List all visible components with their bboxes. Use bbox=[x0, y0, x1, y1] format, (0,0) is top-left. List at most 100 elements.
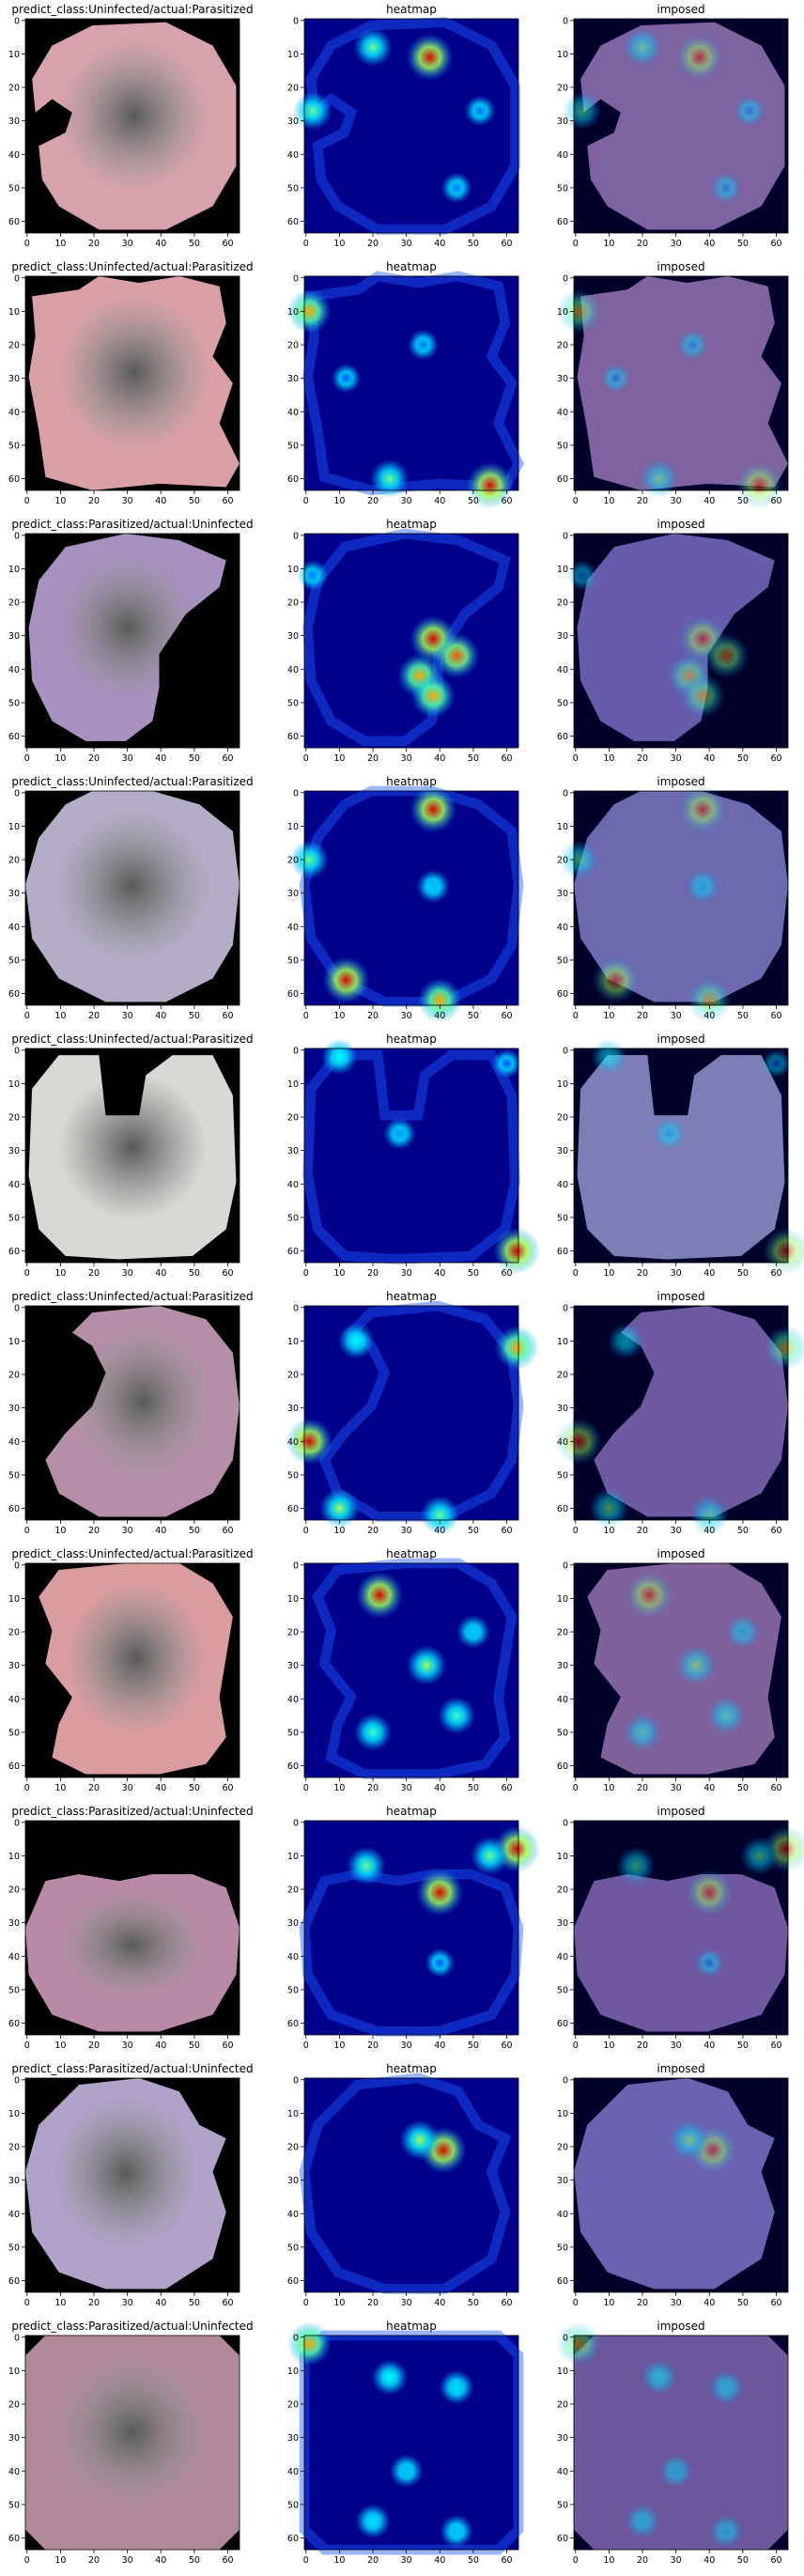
x-tick-label: 40 bbox=[704, 1268, 715, 1279]
x-tick-label: 0 bbox=[24, 2555, 30, 2566]
y-tick-label: 50 bbox=[557, 698, 568, 708]
y-tick-label: 10 bbox=[557, 822, 568, 832]
x-tick-label: 60 bbox=[770, 1783, 781, 1793]
imposed-overlay bbox=[574, 791, 788, 1002]
y-tick-label: 60 bbox=[557, 989, 568, 1000]
row-title: predict_class:Uninfected/actual:Parasiti… bbox=[11, 775, 253, 788]
y-tick-label: 60 bbox=[557, 217, 568, 227]
y-tick-label: 20 bbox=[287, 1885, 299, 1896]
y-tick-label: 0 bbox=[293, 1303, 299, 1313]
y-tick-label: 10 bbox=[287, 1594, 299, 1605]
row-title: predict_class:Parasitized/actual:Uninfec… bbox=[11, 1805, 253, 1818]
y-tick-label: 30 bbox=[287, 374, 299, 384]
x-tick-label: 30 bbox=[671, 1526, 682, 1536]
imposed-cell bbox=[577, 1055, 785, 1260]
x-tick-label: 0 bbox=[303, 2298, 309, 2308]
heatmap-hotspot bbox=[289, 840, 330, 879]
x-tick-label: 0 bbox=[573, 2555, 579, 2566]
x-tick-label: 30 bbox=[122, 1268, 133, 1279]
row-title: predict_class:Uninfected/actual:Parasiti… bbox=[11, 260, 253, 273]
panel-frame bbox=[303, 2335, 519, 2551]
x-tick-label: 50 bbox=[468, 1268, 479, 1279]
y-tick-label: 10 bbox=[8, 1852, 20, 1862]
heatmap-hotspot bbox=[420, 1495, 459, 1535]
heatmap-hotspot bbox=[440, 2514, 473, 2549]
imposed-title: imposed bbox=[657, 1290, 704, 1303]
y-tick-label: 10 bbox=[287, 1852, 299, 1862]
x-tick-label: 30 bbox=[401, 1783, 412, 1793]
x-tick-label: 50 bbox=[468, 2555, 479, 2566]
y-tick-label: 20 bbox=[8, 84, 20, 94]
x-tick-label: 20 bbox=[367, 2041, 379, 2051]
y-tick-label: 0 bbox=[563, 1560, 568, 1571]
heatmap-hotspot bbox=[600, 363, 631, 394]
y-tick-label: 40 bbox=[557, 1180, 568, 1190]
heatmap-hotspot bbox=[441, 172, 472, 204]
heatmap-hotspot bbox=[735, 461, 783, 509]
y-tick-label: 0 bbox=[563, 1303, 568, 1313]
cell-image bbox=[45, 1306, 240, 1517]
heatmap-hotspot bbox=[563, 91, 602, 131]
x-tick-label: 10 bbox=[603, 239, 614, 249]
y-tick-label: 20 bbox=[8, 856, 20, 866]
panel-frame bbox=[303, 790, 519, 1006]
panel-frame bbox=[573, 533, 789, 749]
y-tick-label: 50 bbox=[8, 183, 20, 194]
x-tick-label: 40 bbox=[155, 1268, 166, 1279]
y-tick-label: 40 bbox=[557, 923, 568, 933]
row-title: predict_class:Uninfected/actual:Parasiti… bbox=[11, 1290, 253, 1303]
cell-image bbox=[28, 534, 226, 741]
cell-image bbox=[39, 1563, 233, 1775]
x-tick-label: 40 bbox=[434, 1011, 445, 1021]
heatmap-hotspot bbox=[410, 785, 457, 833]
y-tick-label: 30 bbox=[287, 1146, 299, 1156]
x-tick-label: 30 bbox=[671, 1268, 682, 1279]
y-tick-label: 0 bbox=[14, 1303, 20, 1313]
heatmap-hotspot bbox=[322, 956, 370, 1004]
x-tick-label: 60 bbox=[222, 239, 233, 249]
x-tick-label: 20 bbox=[637, 2555, 648, 2566]
y-tick-label: 0 bbox=[14, 2075, 20, 2086]
y-tick-label: 10 bbox=[557, 307, 568, 318]
y-tick-label: 30 bbox=[8, 631, 20, 642]
heatmap-hotspot bbox=[589, 1488, 629, 1529]
y-tick-label: 50 bbox=[287, 441, 299, 451]
y-tick-label: 0 bbox=[293, 1046, 299, 1056]
x-tick-label: 50 bbox=[468, 2298, 479, 2308]
y-tick-label: 60 bbox=[557, 1761, 568, 1772]
x-tick-label: 0 bbox=[24, 1783, 30, 1793]
x-tick-label: 60 bbox=[501, 496, 512, 506]
y-tick-label: 40 bbox=[557, 1695, 568, 1705]
heatmap-hotspot bbox=[686, 869, 719, 904]
x-tick-label: 50 bbox=[737, 1526, 749, 1536]
x-tick-label: 20 bbox=[367, 496, 379, 506]
x-tick-label: 20 bbox=[88, 2298, 100, 2308]
x-tick-label: 0 bbox=[24, 2041, 30, 2051]
y-tick-label: 50 bbox=[287, 1985, 299, 1995]
heatmap-hotspot bbox=[669, 2119, 710, 2161]
x-tick-label: 10 bbox=[603, 2298, 614, 2308]
y-tick-label: 50 bbox=[8, 441, 20, 451]
cell-image bbox=[32, 22, 237, 230]
heatmap-hotspot bbox=[616, 1846, 656, 1885]
x-tick-label: 30 bbox=[122, 753, 133, 764]
y-tick-label: 40 bbox=[557, 1952, 568, 1963]
x-tick-label: 40 bbox=[704, 2555, 715, 2566]
x-tick-label: 50 bbox=[189, 2555, 200, 2566]
y-tick-label: 30 bbox=[287, 631, 299, 642]
y-tick-label: 20 bbox=[8, 341, 20, 351]
y-tick-label: 30 bbox=[8, 1661, 20, 1671]
x-tick-label: 60 bbox=[770, 1268, 781, 1279]
y-tick-label: 60 bbox=[8, 2534, 20, 2544]
figure-row: predict_class:Parasitized/actual:Uninfec… bbox=[8, 518, 789, 764]
x-tick-label: 10 bbox=[333, 2555, 345, 2566]
y-tick-label: 30 bbox=[287, 1661, 299, 1671]
y-tick-label: 40 bbox=[8, 1180, 20, 1190]
x-tick-label: 10 bbox=[603, 1268, 614, 1279]
y-tick-label: 40 bbox=[287, 665, 299, 675]
x-tick-label: 10 bbox=[333, 1783, 345, 1793]
imposed-overlay bbox=[594, 1306, 788, 1517]
y-tick-label: 10 bbox=[557, 1594, 568, 1605]
y-tick-label: 20 bbox=[287, 341, 299, 351]
x-tick-label: 50 bbox=[737, 1783, 749, 1793]
